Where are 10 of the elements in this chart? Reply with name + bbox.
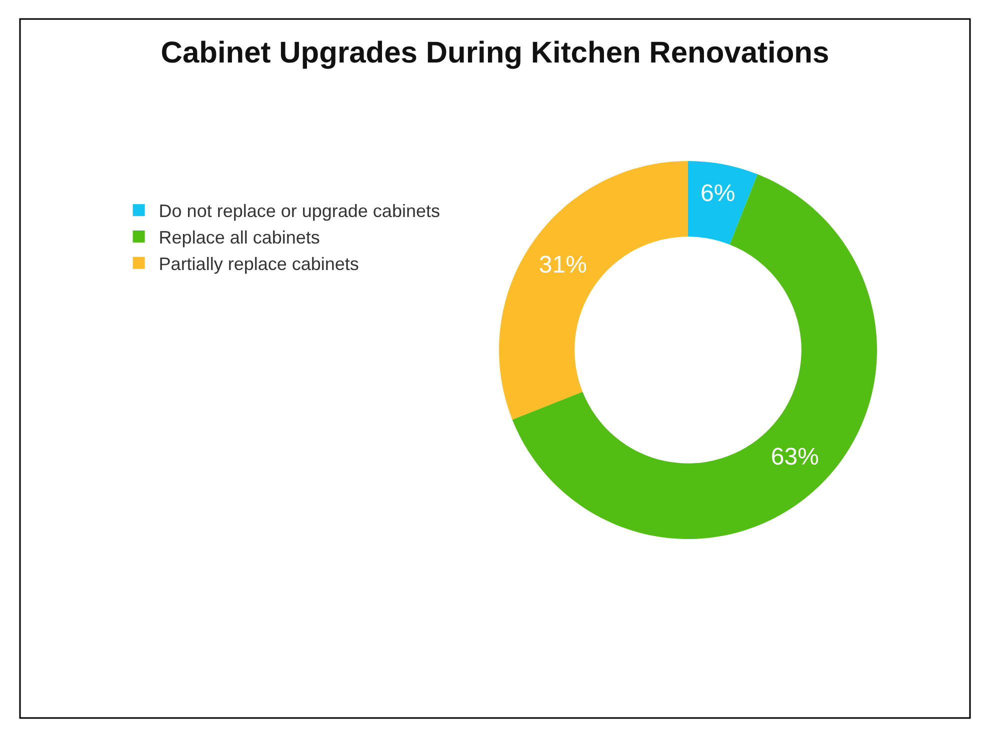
data-label: 63% — [770, 443, 819, 470]
legend-label: Do not replace or upgrade cabinets — [158, 201, 440, 222]
chart-title: Cabinet Upgrades During Kitchen Renovations — [160, 36, 830, 70]
legend-label: Partially replace cabinets — [158, 254, 359, 274]
data-label: 31% — [538, 252, 587, 279]
donut-slice — [512, 174, 877, 539]
donut-slice — [688, 161, 758, 245]
donut-slice — [499, 161, 688, 420]
legend-label: Replace all cabinets — [158, 228, 320, 248]
data-label: 6% — [700, 180, 736, 208]
